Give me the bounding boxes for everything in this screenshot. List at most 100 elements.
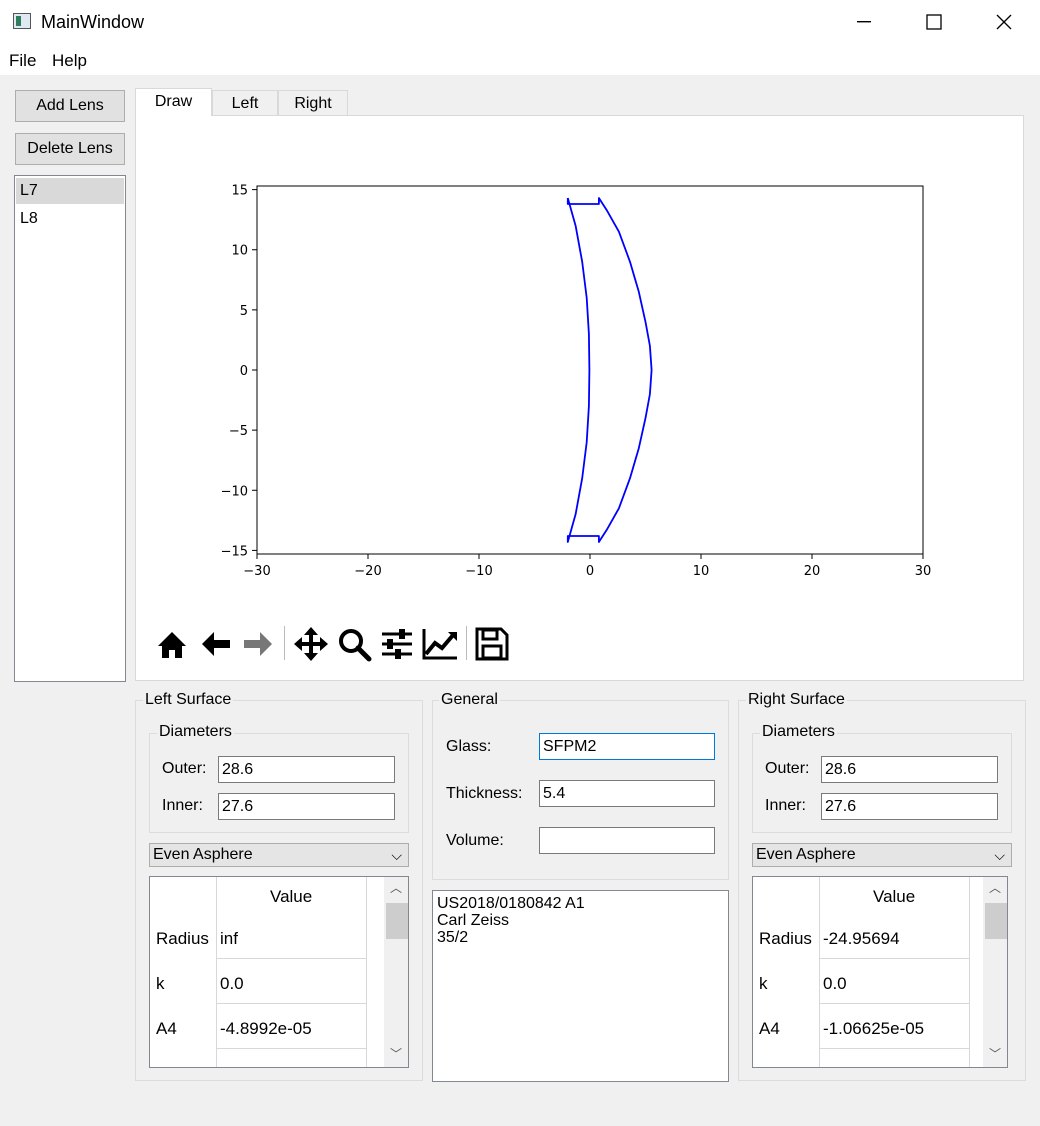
- home-icon[interactable]: [152, 624, 192, 664]
- right-diameters-group: [752, 733, 1012, 833]
- maximize-icon: [926, 14, 942, 30]
- scroll-up-icon[interactable]: ︿: [389, 881, 402, 895]
- thickness-label: Thickness:: [446, 785, 523, 802]
- x-tick-label: −30: [243, 564, 270, 579]
- left-inner-label: Inner:: [162, 797, 203, 814]
- right-inner-field[interactable]: 27.6: [821, 793, 998, 820]
- y-tick-label: 5: [240, 304, 248, 319]
- left-surface-title: Left Surface: [143, 691, 234, 709]
- minimize-button[interactable]: [841, 0, 887, 44]
- menu-file[interactable]: File: [9, 51, 37, 70]
- maximize-button[interactable]: [911, 0, 957, 44]
- y-tick-label: 15: [231, 184, 248, 199]
- right-surface-title: Right Surface: [746, 691, 847, 709]
- scroll-down-icon[interactable]: ﹀: [988, 1047, 1001, 1061]
- volume-label: Volume:: [446, 832, 504, 849]
- volume-field[interactable]: [539, 827, 715, 854]
- minimize-icon: [857, 21, 871, 23]
- tab-left[interactable]: Left: [212, 90, 278, 116]
- table-row-label: A4: [759, 1019, 780, 1038]
- right-outer-label: Outer:: [765, 760, 810, 777]
- menu-help[interactable]: Help: [52, 51, 87, 70]
- lens-list-item[interactable]: L8: [20, 210, 38, 227]
- glass-field[interactable]: SFPM2: [539, 733, 715, 760]
- lens-plot[interactable]: −30 −20 −10 0 10 20 30 −15 −10 −5 0 5 10 15: [200, 170, 960, 590]
- notes-textarea[interactable]: US2018/0180842 A1 Carl Zeiss 35/2: [432, 890, 729, 1082]
- toolbar-separator: [466, 626, 467, 660]
- save-icon[interactable]: [472, 624, 512, 664]
- add-lens-button[interactable]: Add Lens: [15, 90, 125, 122]
- configure-subplots-icon[interactable]: [377, 624, 417, 664]
- tab-draw[interactable]: Draw: [135, 88, 212, 116]
- close-icon: [996, 14, 1012, 30]
- notes-line: US2018/0180842 A1: [437, 895, 585, 912]
- window-title: MainWindow: [41, 12, 145, 32]
- table-header-value: Value: [270, 887, 313, 906]
- right-coefficients-table[interactable]: Value Radius -24.95694 k 0.0 A4 -1.06625…: [752, 876, 1008, 1068]
- right-surface-type-value: Even Asphere: [756, 846, 856, 863]
- x-tick-label: −20: [354, 564, 381, 579]
- tab-right[interactable]: Right: [278, 90, 348, 116]
- left-surface-type-value: Even Asphere: [153, 846, 253, 863]
- y-tick-label: −10: [221, 484, 248, 499]
- lens-list[interactable]: L7 L8: [14, 175, 126, 682]
- left-outer-label: Outer:: [162, 760, 207, 777]
- scroll-up-icon[interactable]: ︿: [988, 881, 1001, 895]
- chevron-down-icon: ⌵: [391, 847, 402, 863]
- right-surface-type-select[interactable]: Even Asphere ⌵: [752, 843, 1012, 867]
- left-table-scrollbar[interactable]: ︿ ﹀: [384, 877, 408, 1067]
- pan-icon[interactable]: [291, 624, 331, 664]
- right-surface-group: [738, 700, 1026, 1081]
- x-tick-label: 0: [586, 564, 594, 579]
- scrollbar-thumb[interactable]: [985, 903, 1007, 939]
- scroll-down-icon[interactable]: ﹀: [389, 1047, 402, 1061]
- left-diameters-title: Diameters: [157, 723, 234, 741]
- left-surface-type-select[interactable]: Even Asphere ⌵: [149, 843, 409, 867]
- lens-profile-line: [566, 197, 653, 543]
- right-table-scrollbar[interactable]: ︿ ﹀: [983, 877, 1007, 1067]
- left-surface-group: [135, 700, 423, 1081]
- right-diameters-title: Diameters: [760, 723, 837, 741]
- table-row-label: Radius: [759, 929, 812, 948]
- scrollbar-thumb[interactable]: [386, 903, 408, 939]
- chevron-down-icon: ⌵: [994, 847, 1005, 863]
- notes-line: 35/2: [437, 929, 469, 946]
- y-tick-label: 10: [231, 244, 248, 259]
- right-outer-field[interactable]: 28.6: [821, 756, 998, 783]
- table-cell-value[interactable]: -24.95694: [823, 929, 900, 948]
- table-row-label: k: [156, 974, 165, 993]
- close-button[interactable]: [981, 0, 1027, 44]
- right-inner-label: Inner:: [765, 797, 806, 814]
- left-inner-field[interactable]: 27.6: [218, 793, 395, 820]
- left-outer-field[interactable]: 28.6: [218, 756, 395, 783]
- x-tick-label: 10: [693, 564, 710, 579]
- zoom-icon[interactable]: [334, 624, 374, 664]
- delete-lens-button[interactable]: Delete Lens: [15, 133, 125, 165]
- x-tick-label: 20: [804, 564, 821, 579]
- y-tick-label: −5: [229, 424, 248, 439]
- table-row-label: k: [759, 974, 768, 993]
- left-diameters-group: [149, 733, 409, 833]
- table-cell-value[interactable]: -4.8992e-05: [220, 1019, 312, 1038]
- menu-bar: [0, 44, 1040, 75]
- app-icon: [13, 13, 31, 29]
- forward-arrow-icon[interactable]: [238, 624, 278, 664]
- left-coefficients-table[interactable]: Value Radius inf k 0.0 A4 -4.8992e-05 ︿ …: [149, 876, 409, 1068]
- back-arrow-icon[interactable]: [196, 624, 236, 664]
- x-tick-label: −10: [465, 564, 492, 579]
- glass-label: Glass:: [446, 738, 492, 755]
- y-tick-label: 0: [240, 364, 248, 379]
- table-cell-value[interactable]: 0.0: [823, 974, 847, 993]
- table-header-value: Value: [873, 887, 916, 906]
- general-group: [432, 700, 729, 880]
- x-tick-label: 30: [915, 564, 932, 579]
- table-row-label: Radius: [156, 929, 209, 948]
- table-row-label: A4: [156, 1019, 177, 1038]
- edit-axis-icon[interactable]: [420, 624, 460, 664]
- table-cell-value[interactable]: inf: [220, 929, 238, 948]
- table-cell-value[interactable]: -1.06625e-05: [823, 1019, 925, 1038]
- notes-line: Carl Zeiss: [437, 912, 510, 929]
- lens-list-item[interactable]: L7: [16, 178, 124, 204]
- table-cell-value[interactable]: 0.0: [220, 974, 244, 993]
- thickness-field[interactable]: 5.4: [539, 780, 715, 807]
